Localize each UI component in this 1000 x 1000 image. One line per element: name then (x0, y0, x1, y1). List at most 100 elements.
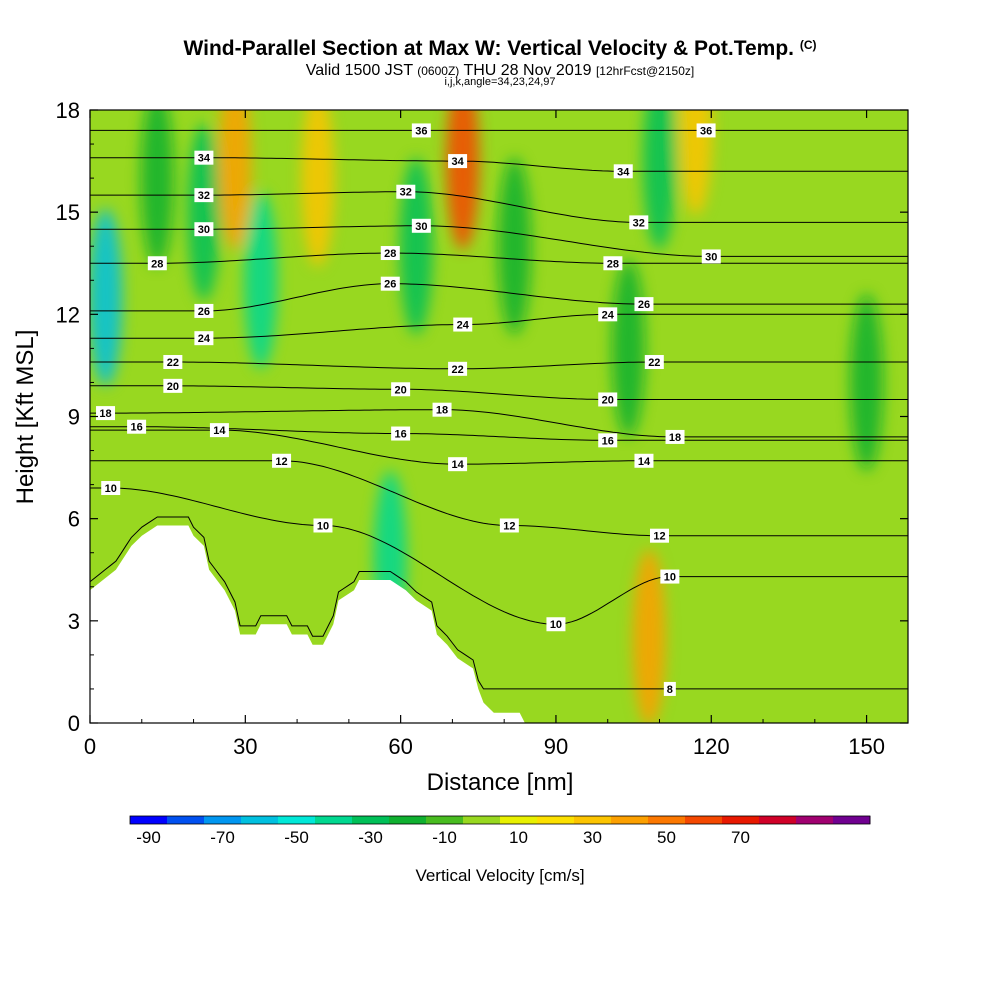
theta-label: 34 (613, 164, 633, 179)
colorbar-swatch (500, 816, 538, 824)
theta-label-box (127, 419, 147, 434)
colorbar-label: -50 (284, 828, 309, 847)
theta-label-box (665, 429, 685, 444)
theta-label-text: 10 (317, 520, 329, 532)
isentrope-10 (90, 487, 908, 625)
x-tick-label: 60 (388, 734, 412, 759)
theta-label-text: 18 (99, 408, 111, 420)
theta-label-box (499, 518, 519, 533)
colorbar-swatch (796, 816, 834, 824)
theta-label-text: 24 (457, 320, 470, 332)
theta-label-text: 34 (617, 166, 630, 178)
chart-title: Wind-Parallel Section at Max W: Vertical… (0, 37, 1000, 61)
theta-label: 14 (634, 453, 654, 468)
chart-title-text: Wind-Parallel Section at Max W: Vertical… (183, 37, 794, 60)
theta-label-box (194, 188, 214, 203)
valid-time-utc: (0600Z) (417, 64, 460, 78)
isentrope-26 (90, 283, 908, 312)
colorbar-swatch (241, 816, 279, 824)
y-tick-label: 15 (56, 200, 80, 225)
y-tick-label: 3 (68, 609, 80, 634)
colorbar-swatch (167, 816, 205, 824)
theta-label: 20 (391, 382, 411, 397)
theta-label-text: 24 (198, 333, 211, 345)
theta-label-box (634, 297, 654, 312)
theta-label: 24 (453, 317, 473, 332)
theta-label: 32 (194, 188, 214, 203)
colorbar-swatch (278, 816, 316, 824)
theta-label-text: 12 (503, 520, 515, 532)
colorbar: -90 -70 -50 -30 -10 10 30 50 70 (129, 815, 871, 847)
copyright-mark: (C) (799, 38, 817, 52)
theta-label-text: 26 (198, 306, 210, 318)
velocity-cell (187, 123, 221, 301)
theta-label-text: 18 (436, 405, 448, 417)
colorbar-label: -90 (136, 828, 161, 847)
theta-label-box (194, 150, 214, 165)
theta-label-text: 32 (400, 187, 412, 199)
y-tick-label: 0 (68, 711, 80, 736)
theta-label: 14 (448, 457, 468, 472)
theta-label-box (380, 246, 400, 261)
y-axis-title: Height [Kft MSL] (12, 330, 39, 505)
y-tick-label: 6 (68, 507, 80, 532)
y-tick-label: 18 (56, 98, 80, 123)
theta-label: 30 (194, 222, 214, 237)
theta-label: 32 (396, 184, 416, 199)
theta-label-text: 22 (167, 357, 179, 369)
theta-label-box (598, 392, 618, 407)
theta-label-text: 30 (198, 224, 210, 236)
theta-label-text: 12 (275, 456, 287, 468)
theta-label-box (194, 331, 214, 346)
grid-info: i,j,k,angle=34,23,24,97 (444, 76, 556, 88)
colorbar-swatch (537, 816, 575, 824)
forecast-info: [12hrFcst@2150z] (595, 64, 695, 78)
x-tick-label: 150 (848, 734, 885, 759)
valid-time: Valid 1500 JST (305, 62, 413, 79)
isentrope-8 (90, 516, 908, 690)
theta-label: 28 (147, 256, 167, 271)
theta-label-box (313, 518, 333, 533)
theta-label-box (696, 123, 716, 138)
theta-label-box (649, 528, 669, 543)
theta-label: 22 (644, 355, 664, 370)
theta-label: 24 (194, 331, 214, 346)
theta-label-text: 36 (415, 125, 427, 137)
x-tick-label: 0 (84, 734, 96, 759)
theta-label-box (411, 123, 431, 138)
theta-label-box (380, 276, 400, 291)
colorbar-label: -70 (210, 828, 235, 847)
theta-label-text: 30 (415, 221, 427, 233)
x-axis-title: Distance [nm] (427, 769, 574, 796)
theta-label-text: 14 (638, 456, 651, 468)
theta-label-text: 16 (602, 435, 614, 447)
theta-label-box (629, 215, 649, 230)
colorbar-swatch (685, 816, 723, 824)
velocity-cell (642, 110, 677, 250)
theta-label-box (598, 307, 618, 322)
x-tick-label: 30 (233, 734, 257, 759)
theta-label: 16 (598, 433, 618, 448)
velocity-cell (301, 110, 335, 267)
theta-label: 34 (448, 154, 468, 169)
theta-label-box (603, 256, 623, 271)
colorbar-swatch (352, 816, 390, 824)
theta-label-text: 16 (395, 429, 407, 441)
isentrope-30 (90, 225, 908, 257)
theta-label: 10 (660, 569, 680, 584)
theta-label-box (101, 481, 121, 496)
y-tick-label: 9 (68, 405, 80, 430)
theta-label: 26 (380, 276, 400, 291)
theta-label: 34 (194, 150, 214, 165)
isentrope-12 (90, 460, 908, 537)
theta-label-box (663, 681, 676, 696)
theta-label: 18 (665, 429, 685, 444)
colorbar-label: 70 (731, 828, 750, 847)
theta-label-box (598, 433, 618, 448)
theta-label: 30 (411, 218, 431, 233)
theta-label: 18 (96, 406, 116, 421)
theta-label-box (411, 218, 431, 233)
terrain (90, 525, 525, 723)
velocity-cell (497, 157, 532, 335)
velocity-cell (850, 293, 884, 471)
